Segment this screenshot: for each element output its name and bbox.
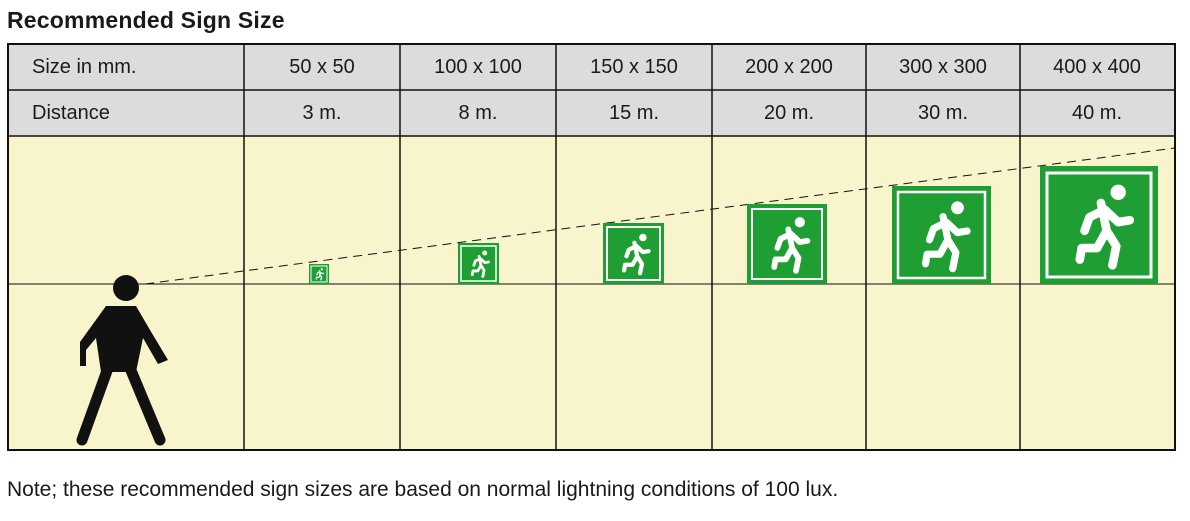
footnote: Note; these recommended sign sizes are b… bbox=[7, 478, 839, 501]
distance-cell: 40 m. bbox=[1071, 102, 1123, 124]
distance-cell: 30 m. bbox=[917, 102, 969, 124]
illustration-panel-bg bbox=[8, 136, 1175, 450]
size-cell: 50 x 50 bbox=[289, 56, 355, 78]
page-title: Recommended Sign Size bbox=[7, 7, 285, 33]
exit-sign-150 bbox=[603, 223, 664, 284]
walking-person-icon bbox=[76, 275, 168, 446]
exit-sign-300 bbox=[892, 186, 991, 284]
distance-cell: 20 m. bbox=[763, 102, 815, 124]
distance-cell: 15 m. bbox=[608, 102, 660, 124]
size-cell: 300 x 300 bbox=[899, 56, 987, 78]
row-label-distance: Distance bbox=[32, 102, 110, 124]
exit-sign-50 bbox=[309, 264, 329, 284]
header-row-distance-bg bbox=[8, 90, 1175, 136]
size-cell: 200 x 200 bbox=[745, 56, 833, 78]
exit-sign-200 bbox=[747, 204, 827, 284]
distance-cell: 8 m. bbox=[458, 102, 498, 124]
size-cell: 100 x 100 bbox=[434, 56, 522, 78]
size-cell: 150 x 150 bbox=[590, 56, 678, 78]
size-cell: 400 x 400 bbox=[1053, 56, 1141, 78]
exit-sign-400 bbox=[1040, 166, 1158, 284]
header-row-size-bg bbox=[8, 44, 1175, 90]
exit-signs bbox=[309, 166, 1158, 284]
exit-sign-100 bbox=[458, 243, 499, 284]
row-label-size: Size in mm. bbox=[32, 56, 137, 78]
sight-line bbox=[144, 147, 1176, 285]
distance-cell: 3 m. bbox=[302, 102, 342, 124]
